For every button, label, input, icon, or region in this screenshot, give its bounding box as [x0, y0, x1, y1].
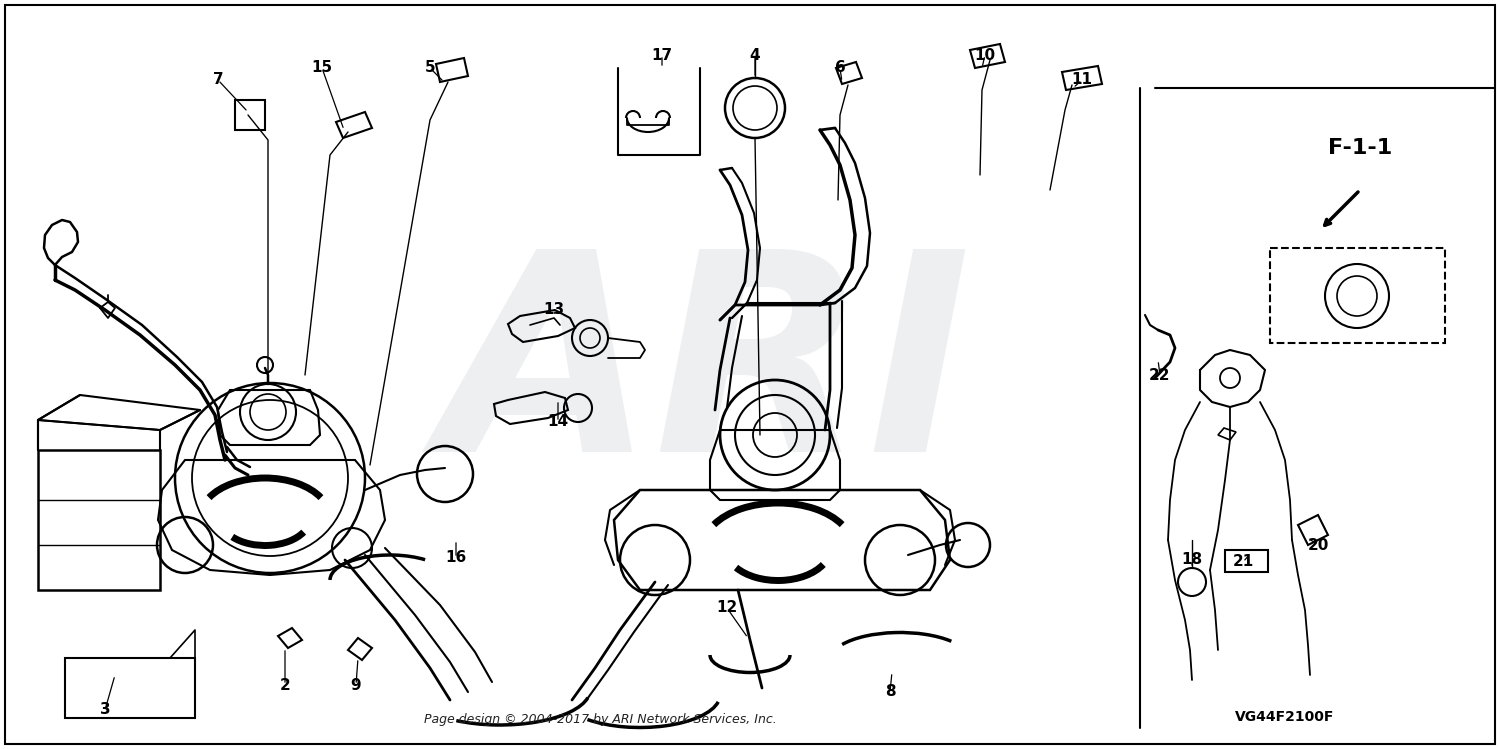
- Text: 22: 22: [1149, 368, 1170, 383]
- Text: 5: 5: [424, 61, 435, 76]
- Text: 10: 10: [975, 47, 996, 62]
- Text: 20: 20: [1308, 538, 1329, 553]
- Bar: [1270, 248, 1444, 343]
- Text: 21: 21: [1233, 554, 1254, 569]
- Text: 3: 3: [99, 703, 111, 718]
- Text: 15: 15: [312, 61, 333, 76]
- Text: 14: 14: [548, 414, 568, 429]
- Text: 13: 13: [543, 303, 564, 318]
- Text: ARI: ARI: [440, 240, 970, 509]
- Text: Page design © 2004-2017 by ARI Network Services, Inc.: Page design © 2004-2017 by ARI Network S…: [423, 712, 777, 726]
- Text: 11: 11: [1071, 73, 1092, 88]
- Text: 8: 8: [885, 685, 896, 700]
- Text: 7: 7: [213, 73, 223, 88]
- Text: 9: 9: [351, 678, 361, 693]
- Text: 12: 12: [717, 601, 738, 616]
- Text: 6: 6: [834, 61, 846, 76]
- Text: VG44F2100F: VG44F2100F: [1236, 710, 1335, 724]
- Text: 17: 17: [651, 47, 672, 62]
- Text: F-1-1: F-1-1: [1328, 138, 1392, 158]
- Text: 2: 2: [279, 678, 291, 693]
- Text: 16: 16: [446, 551, 466, 565]
- Text: 4: 4: [750, 47, 760, 62]
- Text: 18: 18: [1182, 553, 1203, 568]
